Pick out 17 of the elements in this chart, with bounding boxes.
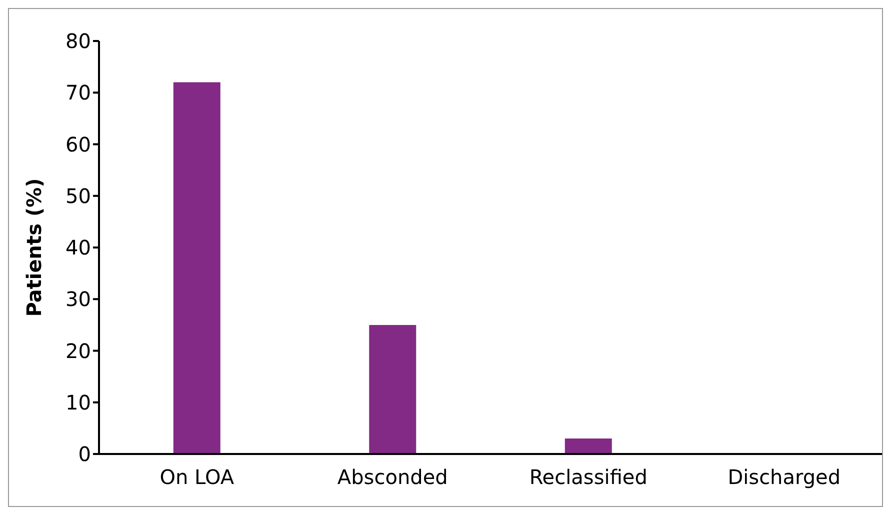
y-axis-title: Patients (%) — [22, 178, 46, 317]
x-tick-label: On LOA — [160, 465, 234, 490]
y-tick-label: 30 — [66, 287, 91, 312]
bar — [564, 438, 612, 454]
y-tick-label: 10 — [66, 390, 91, 414]
x-tick-label: Reclassified — [529, 465, 648, 490]
x-tick-label: Absconded — [337, 465, 448, 490]
y-tick-label: 60 — [66, 132, 91, 156]
y-tick-label: 20 — [66, 338, 91, 363]
bar — [173, 82, 220, 454]
y-tick-label: 40 — [66, 236, 91, 260]
y-tick-label: 70 — [66, 80, 91, 105]
y-tick-label: 0 — [78, 442, 91, 466]
bar — [369, 324, 416, 454]
y-tick-label: 80 — [66, 29, 91, 54]
x-tick-label: Discharged — [728, 465, 841, 490]
y-tick-label: 50 — [66, 184, 91, 208]
